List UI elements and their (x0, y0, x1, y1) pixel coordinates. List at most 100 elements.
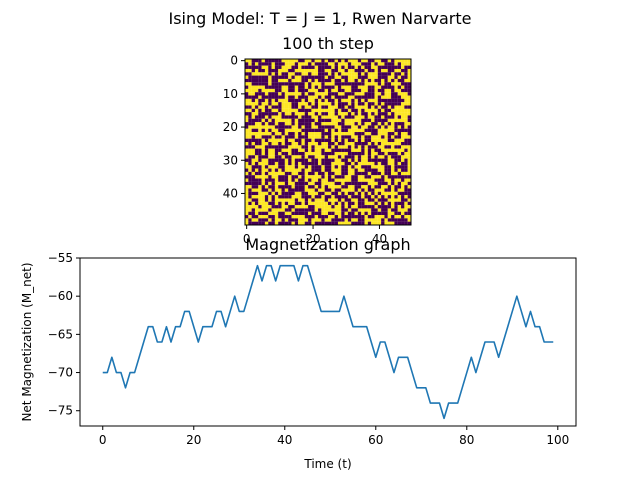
spin-cell (394, 195, 398, 199)
spin-cell (377, 62, 382, 66)
spin-cell (331, 108, 335, 113)
spin-cell (311, 108, 315, 113)
spin-cell (341, 188, 345, 192)
spin-cell (268, 118, 272, 123)
spin-cell (387, 98, 392, 103)
spin-cell (381, 128, 385, 133)
spin-cell (298, 198, 302, 202)
spin-cell (357, 205, 362, 209)
spin-cell (324, 102, 329, 106)
spin-cell (318, 98, 322, 103)
spin-cell (374, 155, 378, 159)
spin-cell (254, 148, 259, 153)
spin-cell (311, 118, 315, 123)
spin-cell (371, 108, 375, 113)
spin-cell (328, 62, 332, 66)
spin-cell (294, 115, 299, 119)
spin-cell (261, 102, 265, 106)
spin-cell (291, 125, 295, 129)
spin-cell (271, 95, 275, 99)
spin-cell (387, 95, 392, 99)
spin-cell (354, 132, 358, 136)
spin-cell (318, 72, 322, 76)
spin-cell (251, 148, 256, 153)
spin-cell (404, 221, 408, 226)
spin-cell (334, 135, 339, 139)
spin-cell (354, 75, 358, 79)
spin-cell (268, 112, 272, 116)
spin-cell (245, 145, 249, 149)
spin-cell (314, 65, 319, 70)
spin-cell (344, 102, 348, 106)
spin-cell (387, 68, 392, 73)
spin-cell (351, 132, 355, 136)
spin-cell (274, 125, 279, 129)
spin-cell (374, 218, 378, 222)
spin-cell (334, 165, 339, 169)
spin-cell (304, 128, 309, 133)
spin-cell (314, 218, 319, 222)
spin-cell (281, 78, 285, 83)
spin-cell (344, 171, 348, 176)
spin-cell (384, 62, 388, 66)
spin-cell (381, 142, 385, 146)
spin-cell (321, 181, 325, 186)
spin-cell (264, 201, 269, 206)
spin-cell (321, 135, 325, 139)
spin-cell (288, 211, 292, 216)
spin-cell (288, 151, 292, 156)
spin-cell (281, 158, 285, 162)
spin-cell (364, 155, 368, 159)
spin-cell (331, 68, 335, 73)
spin-cell (394, 188, 398, 192)
spin-cell (308, 215, 312, 219)
spin-cell (294, 65, 299, 70)
spin-cell (397, 208, 402, 212)
spin-cell (258, 112, 262, 116)
spin-cell (304, 62, 309, 66)
spin-cell (347, 215, 352, 219)
spin-cell (308, 98, 312, 103)
spin-cell (264, 88, 269, 93)
spin-cell (377, 122, 382, 126)
spin-cell (401, 135, 405, 139)
spin-cell (328, 181, 332, 186)
spin-cell (344, 188, 348, 192)
spin-cell (384, 92, 388, 96)
spin-cell (321, 168, 325, 172)
spin-cell (304, 59, 309, 63)
spin-cell (328, 185, 332, 189)
spin-cell (314, 168, 319, 172)
spin-cell (377, 82, 382, 86)
spin-cell (377, 191, 382, 196)
spin-cell (337, 95, 342, 99)
spin-cell (367, 59, 372, 63)
spin-cell (268, 205, 272, 209)
spin-cell (407, 151, 412, 156)
spin-cell (288, 215, 292, 219)
line-title: Magnetization graph (245, 235, 410, 254)
spin-cell (407, 201, 412, 206)
spin-cell (245, 88, 249, 93)
spin-cell (281, 125, 285, 129)
spin-cell (404, 178, 408, 182)
spin-cell (397, 142, 402, 146)
spin-cell (271, 122, 275, 126)
spin-cell (284, 82, 289, 86)
spin-cell (288, 132, 292, 136)
spin-cell (404, 92, 408, 96)
spin-cell (318, 128, 322, 133)
spin-cell (394, 158, 398, 162)
spin-cell (397, 165, 402, 169)
spin-cell (331, 155, 335, 159)
spin-cell (261, 145, 265, 149)
spin-cell (331, 75, 335, 79)
spin-cell (321, 128, 325, 133)
line-y-tick-label: −75 (48, 404, 73, 418)
spin-cell (284, 148, 289, 153)
spin-cell (288, 208, 292, 212)
spin-cell (278, 98, 282, 103)
spin-cell (274, 185, 279, 189)
spin-cell (394, 65, 398, 70)
